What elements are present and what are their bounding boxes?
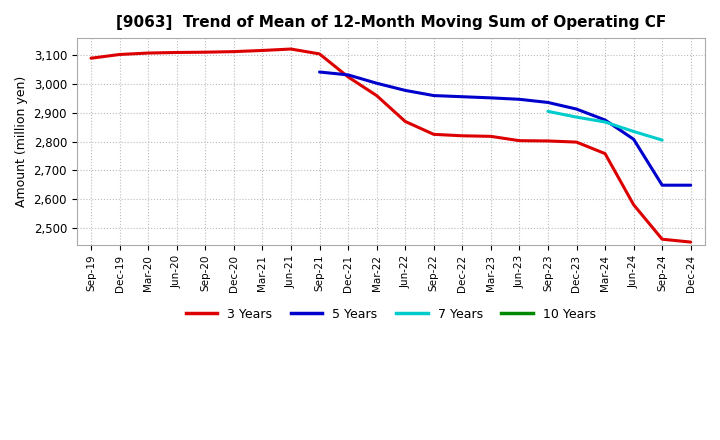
3 Years	[287, 46, 295, 51]
5 Years	[401, 88, 410, 93]
5 Years	[487, 95, 495, 100]
5 Years	[343, 72, 352, 77]
7 Years	[658, 137, 667, 143]
3 Years	[172, 50, 181, 55]
3 Years	[458, 133, 467, 139]
7 Years	[629, 129, 638, 134]
3 Years	[144, 51, 153, 56]
3 Years	[230, 49, 238, 54]
Line: 7 Years: 7 Years	[548, 111, 662, 140]
3 Years	[629, 202, 638, 207]
3 Years	[343, 74, 352, 80]
3 Years	[372, 93, 381, 98]
3 Years	[572, 139, 581, 145]
5 Years	[572, 106, 581, 112]
3 Years	[258, 48, 266, 53]
5 Years	[658, 183, 667, 188]
Line: 5 Years: 5 Years	[320, 72, 690, 185]
3 Years	[658, 237, 667, 242]
3 Years	[686, 239, 695, 245]
5 Years	[629, 136, 638, 142]
5 Years	[686, 183, 695, 188]
5 Years	[515, 97, 523, 102]
7 Years	[600, 119, 609, 125]
5 Years	[544, 100, 552, 105]
Line: 3 Years: 3 Years	[91, 49, 690, 242]
Y-axis label: Amount (million yen): Amount (million yen)	[15, 76, 28, 207]
3 Years	[315, 51, 324, 57]
3 Years	[115, 52, 124, 57]
5 Years	[372, 81, 381, 86]
3 Years	[401, 119, 410, 124]
5 Years	[458, 94, 467, 99]
Title: [9063]  Trend of Mean of 12-Month Moving Sum of Operating CF: [9063] Trend of Mean of 12-Month Moving …	[116, 15, 666, 30]
5 Years	[600, 117, 609, 123]
3 Years	[86, 55, 95, 61]
7 Years	[544, 109, 552, 114]
7 Years	[572, 114, 581, 120]
Legend: 3 Years, 5 Years, 7 Years, 10 Years: 3 Years, 5 Years, 7 Years, 10 Years	[181, 303, 600, 326]
5 Years	[315, 70, 324, 75]
3 Years	[600, 151, 609, 156]
3 Years	[544, 138, 552, 143]
3 Years	[487, 134, 495, 139]
3 Years	[515, 138, 523, 143]
3 Years	[201, 50, 210, 55]
5 Years	[429, 93, 438, 98]
3 Years	[429, 132, 438, 137]
